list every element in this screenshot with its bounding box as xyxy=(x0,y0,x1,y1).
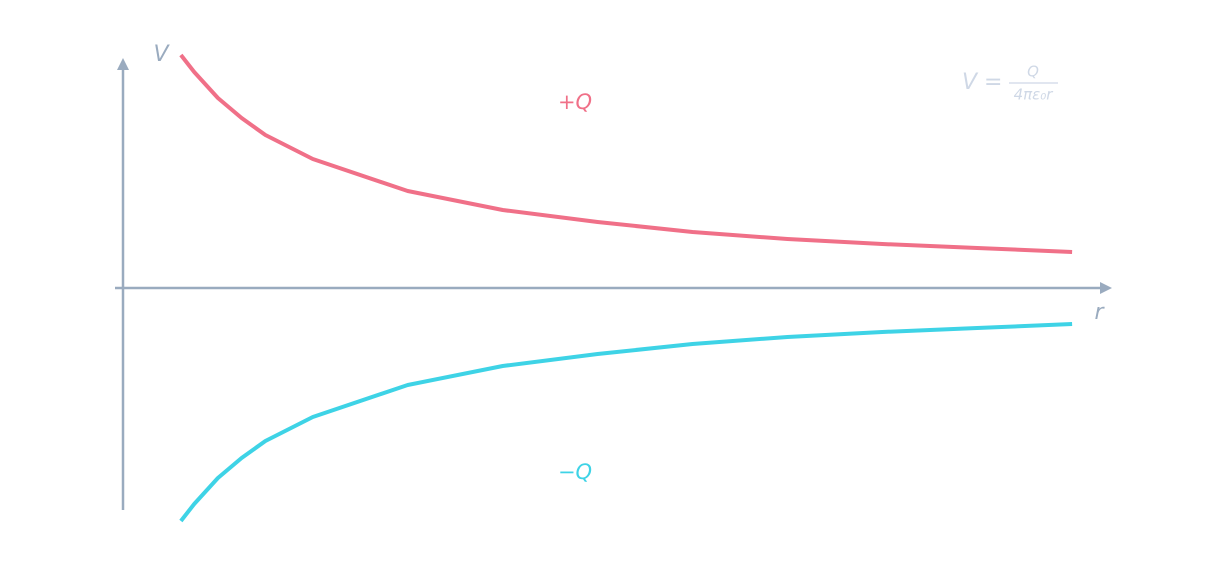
formula-lhs: V = xyxy=(962,70,1002,95)
series-label: +Q xyxy=(558,90,592,114)
x-axis-arrow xyxy=(1100,282,1112,294)
formula-numerator: Q xyxy=(1027,63,1039,81)
series-line xyxy=(179,53,1073,254)
formula-denominator: 4πε₀r xyxy=(1014,86,1054,104)
x-axis-label: r xyxy=(1094,300,1105,325)
series-line xyxy=(179,322,1073,523)
y-axis-arrow xyxy=(117,58,129,70)
y-axis-label: V xyxy=(153,42,170,67)
series-label: −Q xyxy=(558,460,592,484)
